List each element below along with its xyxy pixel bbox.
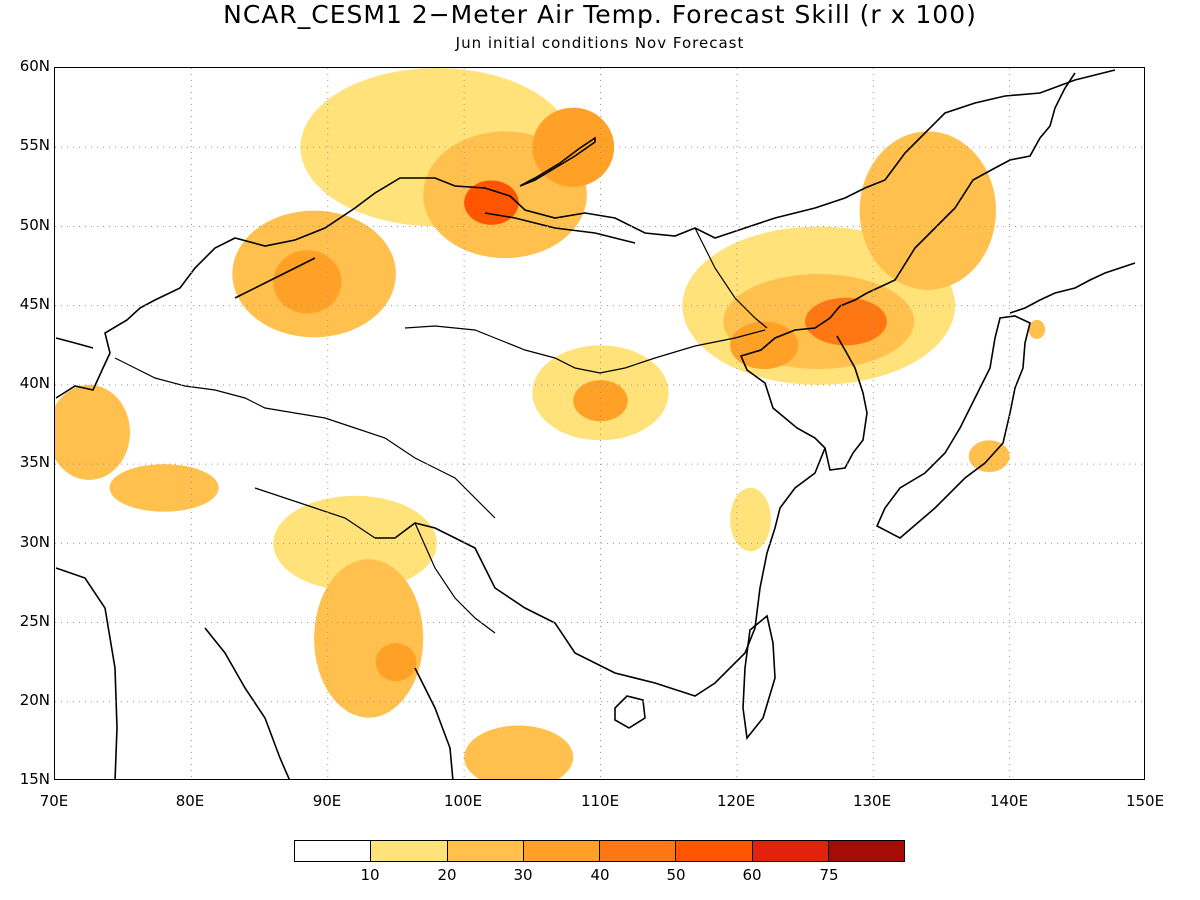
skill-region-19 [730, 487, 771, 552]
skill-contours [55, 68, 1046, 779]
skill-region-14 [109, 464, 219, 512]
lon-label-100e: 100E [443, 792, 483, 810]
colorbar [294, 840, 905, 862]
border-lines [114, 227, 768, 634]
skill-region-21 [1028, 319, 1046, 339]
colorbar-label-50: 50 [666, 866, 686, 884]
lon-label-110e: 110E [580, 792, 620, 810]
lon-label-80e: 80E [175, 792, 205, 810]
lat-label-50n: 50N [19, 216, 50, 234]
colorbar-box-1 [295, 841, 372, 861]
lon-label-140e: 140E [989, 792, 1029, 810]
lon-label-90e: 90E [312, 792, 342, 810]
colorbar-label-20: 20 [437, 866, 457, 884]
skill-region-13 [55, 384, 130, 480]
skill-region-10 [859, 131, 996, 290]
lat-label-15n: 15N [19, 770, 50, 788]
lat-label-55n: 55N [19, 136, 50, 154]
colorbar-label-60: 60 [742, 866, 762, 884]
map-canvas [55, 68, 1144, 779]
colorbar-label-75: 75 [819, 866, 839, 884]
map-subtitle: Jun initial conditions Nov Forecast [455, 34, 745, 52]
lat-label-35n: 35N [19, 453, 50, 471]
skill-region-20 [968, 440, 1010, 473]
skill-region-8 [805, 297, 887, 346]
colorbar-box-5 [600, 841, 677, 861]
colorbar-box-2 [371, 841, 448, 861]
lon-label-150e: 150E [1125, 792, 1165, 810]
colorbar-label-10: 10 [360, 866, 380, 884]
lat-label-40n: 40N [19, 374, 50, 392]
skill-region-18 [464, 725, 574, 779]
map-title: NCAR_CESM1 2−Meter Air Temp. Forecast Sk… [223, 0, 977, 29]
skill-region-17 [375, 643, 417, 682]
colorbar-label-30: 30 [513, 866, 533, 884]
colorbar-label-40: 40 [590, 866, 610, 884]
colorbar-box-3 [447, 841, 524, 861]
grid-lines [55, 68, 1144, 779]
lon-label-70e: 70E [39, 792, 69, 810]
lat-label-30n: 30N [19, 533, 50, 551]
map-frame [54, 67, 1145, 780]
lat-label-20n: 20N [19, 691, 50, 709]
lat-label-45n: 45N [19, 295, 50, 313]
colorbar-box-7 [752, 841, 829, 861]
lon-label-120e: 120E [716, 792, 756, 810]
colorbar-box-4 [523, 841, 600, 861]
skill-region-2 [464, 180, 519, 225]
skill-region-5 [273, 250, 342, 314]
colorbar-box-8 [828, 841, 904, 861]
skill-region-12 [573, 380, 628, 422]
lat-label-60n: 60N [19, 57, 50, 75]
skill-region-9 [730, 321, 799, 370]
colorbar-box-6 [676, 841, 753, 861]
lon-label-130e: 130E [852, 792, 892, 810]
lat-label-25n: 25N [19, 612, 50, 630]
skill-region-16 [314, 559, 424, 718]
